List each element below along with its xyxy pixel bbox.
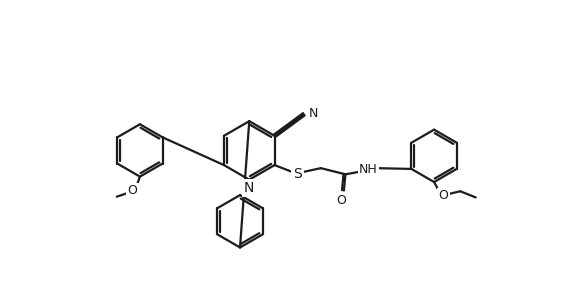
Text: NH: NH xyxy=(359,163,378,176)
Text: O: O xyxy=(439,189,448,202)
Text: O: O xyxy=(336,194,346,207)
Text: N: N xyxy=(244,181,255,195)
Text: N: N xyxy=(308,107,318,120)
Text: O: O xyxy=(127,184,137,197)
Text: S: S xyxy=(293,167,302,181)
